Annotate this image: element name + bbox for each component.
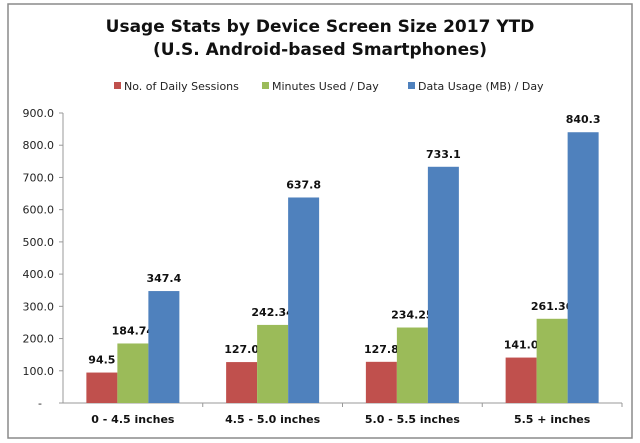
legend-swatch [114,82,121,89]
data-label: 242.34 [251,306,294,319]
y-tick-label: 300.0 [23,300,55,313]
legend: No. of Daily Sessions Minutes Used / Day D… [114,80,544,93]
bar [117,343,149,403]
y-tick-label: 800.0 [23,139,55,152]
data-label: 94.5 [88,354,115,367]
bar [567,132,599,403]
data-label: 347.4 [146,272,181,285]
y-tick-label: 700.0 [23,171,55,184]
legend-swatch [408,82,415,89]
y-tick-label: 200.0 [23,333,55,346]
legend-swatch [262,82,269,89]
legend-label: Data Usage (MB) / Day [418,80,544,93]
y-tick-label: 400.0 [23,268,55,281]
y-tick-label: 900.0 [23,107,55,120]
bar [396,327,428,403]
bar [505,357,537,403]
data-label: 127.8 [364,343,399,356]
x-tick-label: 4.5 - 5.0 inches [225,413,320,426]
bar [536,318,568,403]
bar [365,361,397,403]
x-tick-label: 5.5 + inches [514,413,591,426]
y-tick-label: 500.0 [23,236,55,249]
data-label: 261.36 [531,300,574,313]
x-tick-label: 5.0 - 5.5 inches [365,413,460,426]
chart-title: Usage Stats by Device Screen Size 2017 Y… [106,17,535,37]
data-label: 637.8 [286,178,321,191]
bar [427,166,459,403]
bar [86,372,118,403]
data-label: 141.0 [504,339,539,352]
data-label: 234.25 [391,309,433,322]
y-tick-label: 100.0 [23,365,55,378]
bar [226,362,258,403]
y-tick-label: 600.0 [23,204,55,217]
chart-subtitle: (U.S. Android-based Smartphones) [153,40,487,60]
y-tick-label: - [38,397,42,410]
legend-label: No. of Daily Sessions [124,80,239,93]
data-label: 840.3 [566,113,601,126]
bar [148,291,180,403]
data-label: 127.0 [224,343,259,356]
data-label: 184.74 [112,324,155,337]
bar [257,324,289,403]
bars: 94.5 184.74 347.4 127.0 242.34 637.8 127.8 234.… [86,113,601,403]
bar [288,197,320,403]
x-tick-label: 0 - 4.5 inches [91,413,175,426]
data-label: 733.1 [426,148,461,161]
legend-label: Minutes Used / Day [272,80,379,93]
